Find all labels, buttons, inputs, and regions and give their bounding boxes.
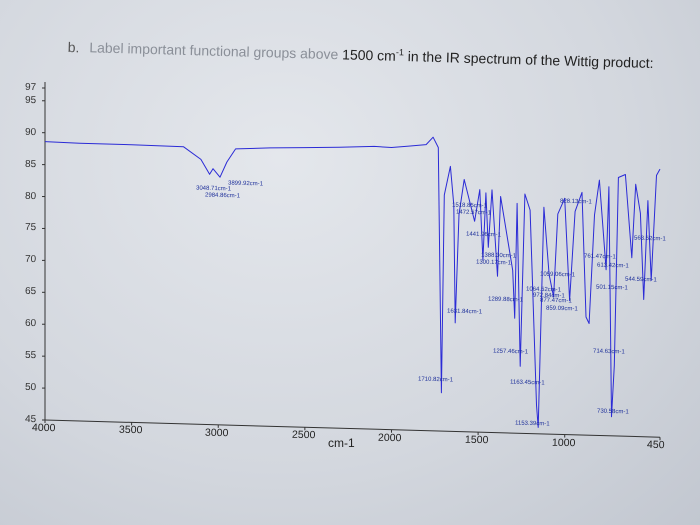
- y-tick-label: 90: [25, 127, 36, 138]
- peak-label: 714.63cm-1: [593, 349, 625, 356]
- peak-label: 730.58cm-1: [597, 409, 629, 416]
- peak-label: 1257.46cm-1: [493, 349, 528, 356]
- y-tick-label: 50: [25, 382, 36, 393]
- spectrum-line: [45, 137, 660, 427]
- x-tick-label: 1000: [552, 436, 576, 449]
- y-tick-label: 55: [25, 350, 36, 361]
- y-tick-label: 80: [25, 190, 36, 201]
- y-tick-label: 97: [25, 82, 36, 93]
- x-tick-label: 2500: [292, 429, 316, 442]
- peak-label: 2984.86cm-1: [205, 193, 240, 200]
- y-tick-label: 70: [25, 254, 36, 265]
- peak-label: 1300.17cm-1: [476, 260, 511, 267]
- peak-label: 1631.84cm-1: [447, 309, 482, 316]
- peak-label: 859.09cm-1: [546, 306, 578, 313]
- y-tick-label: 60: [25, 318, 36, 329]
- x-tick-label: 450: [647, 439, 665, 451]
- y-tick-label: 95: [25, 95, 36, 106]
- peak-label: 1441.96cm-1: [466, 232, 501, 239]
- x-axis-unit: cm-1: [328, 436, 355, 450]
- peak-label: 563.52cm-1: [634, 236, 666, 243]
- peak-label: 3048.71cm-1: [196, 186, 231, 193]
- peak-label: 1388.30cm-1: [481, 253, 516, 260]
- peak-label: 877.47cm-1: [540, 298, 572, 305]
- peak-label: 1289.88cm-1: [488, 297, 523, 304]
- peak-label: 828.13cm-1: [560, 199, 592, 206]
- peak-label: 761.47cm-1: [584, 254, 616, 261]
- x-tick-label: 1500: [465, 434, 489, 447]
- peak-label: 1153.39cm-1: [515, 421, 550, 428]
- y-tick-label: 65: [25, 286, 36, 297]
- peak-label: 1710.82cm-1: [418, 377, 453, 384]
- x-tick-label: 4000: [32, 422, 56, 435]
- y-tick-label: 85: [25, 158, 36, 169]
- peak-label: 1518.85cm-1: [452, 203, 487, 210]
- peak-label: 3899.92cm-1: [228, 181, 263, 188]
- y-tick-label: 75: [25, 222, 36, 233]
- peak-label: 1059.06cm-1: [540, 272, 575, 279]
- peak-label: 501.15cm-1: [596, 285, 628, 292]
- peak-label: 613.42cm-1: [597, 263, 629, 270]
- peak-label: 1163.45cm-1: [510, 380, 545, 387]
- x-tick-label: 3000: [205, 427, 229, 440]
- peak-label: 1472.57cm-1: [456, 210, 491, 217]
- x-tick-label: 3500: [118, 424, 142, 437]
- peak-label: 544.59cm-1: [625, 277, 657, 284]
- x-tick-label: 2000: [378, 431, 402, 444]
